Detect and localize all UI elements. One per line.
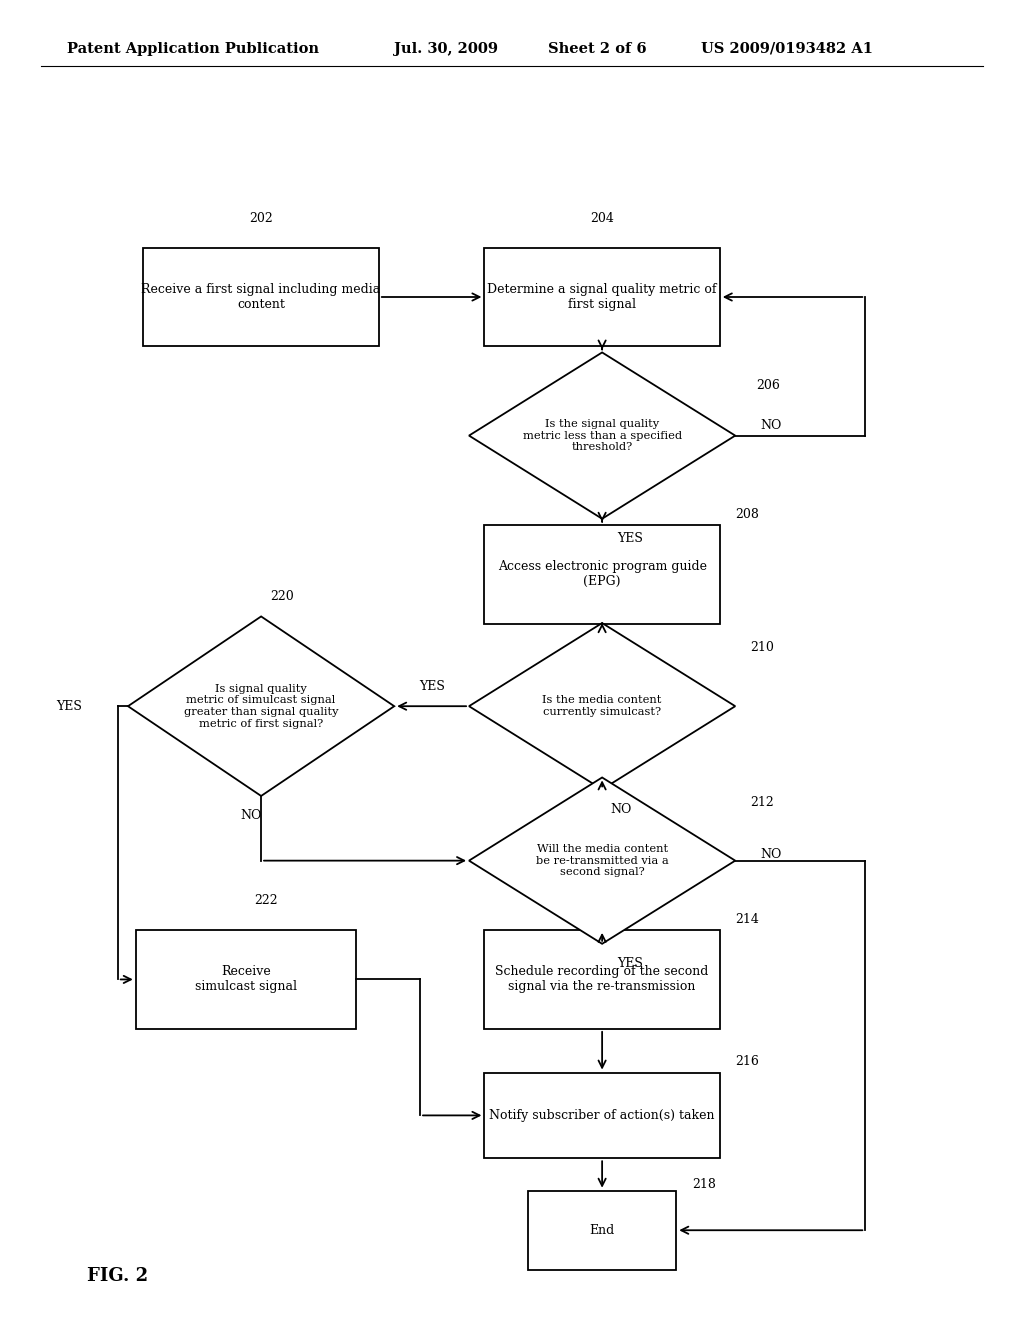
- Text: 216: 216: [735, 1056, 759, 1068]
- Polygon shape: [469, 352, 735, 519]
- Text: FIG. 2: FIG. 2: [87, 1267, 148, 1286]
- Text: US 2009/0193482 A1: US 2009/0193482 A1: [701, 42, 873, 55]
- Text: Receive a first signal including media
content: Receive a first signal including media c…: [141, 282, 381, 312]
- Polygon shape: [469, 777, 735, 944]
- Text: Determine a signal quality metric of
first signal: Determine a signal quality metric of fir…: [487, 282, 717, 312]
- Polygon shape: [469, 623, 735, 789]
- Text: End: End: [590, 1224, 614, 1237]
- Text: 214: 214: [735, 913, 759, 925]
- Text: 212: 212: [751, 796, 774, 809]
- Text: 208: 208: [735, 508, 759, 520]
- Polygon shape: [128, 616, 394, 796]
- FancyBboxPatch shape: [484, 525, 720, 624]
- FancyBboxPatch shape: [135, 929, 356, 1030]
- Text: Notify subscriber of action(s) taken: Notify subscriber of action(s) taken: [489, 1109, 715, 1122]
- Text: Will the media content
be re-transmitted via a
second signal?: Will the media content be re-transmitted…: [536, 843, 669, 878]
- Text: YES: YES: [617, 957, 643, 970]
- FancyBboxPatch shape: [484, 1072, 720, 1159]
- Text: 204: 204: [590, 213, 614, 224]
- Text: Is the signal quality
metric less than a specified
threshold?: Is the signal quality metric less than a…: [522, 418, 682, 453]
- FancyBboxPatch shape: [143, 248, 379, 346]
- Text: Access electronic program guide
(EPG): Access electronic program guide (EPG): [498, 560, 707, 589]
- Text: NO: NO: [761, 418, 782, 432]
- Text: NO: NO: [761, 847, 782, 861]
- Text: YES: YES: [617, 532, 643, 545]
- Text: NO: NO: [241, 809, 261, 822]
- Text: Sheet 2 of 6: Sheet 2 of 6: [548, 42, 646, 55]
- FancyBboxPatch shape: [484, 248, 720, 346]
- FancyBboxPatch shape: [484, 929, 720, 1030]
- Text: Schedule recording of the second
signal via the re-transmission: Schedule recording of the second signal …: [496, 965, 709, 994]
- FancyBboxPatch shape: [528, 1191, 676, 1270]
- Text: 218: 218: [692, 1177, 716, 1191]
- Text: 210: 210: [751, 642, 774, 655]
- Text: 202: 202: [249, 213, 273, 224]
- Text: Receive
simulcast signal: Receive simulcast signal: [195, 965, 297, 994]
- Text: YES: YES: [419, 680, 444, 693]
- Text: Patent Application Publication: Patent Application Publication: [67, 42, 318, 55]
- Text: Jul. 30, 2009: Jul. 30, 2009: [394, 42, 499, 55]
- Text: 206: 206: [756, 379, 779, 392]
- Text: 222: 222: [254, 895, 279, 907]
- Text: 220: 220: [269, 590, 294, 603]
- Text: NO: NO: [610, 803, 632, 816]
- Text: YES: YES: [56, 700, 82, 713]
- Text: Is the media content
currently simulcast?: Is the media content currently simulcast…: [543, 696, 662, 717]
- Text: Is signal quality
metric of simulcast signal
greater than signal quality
metric : Is signal quality metric of simulcast si…: [184, 684, 338, 729]
